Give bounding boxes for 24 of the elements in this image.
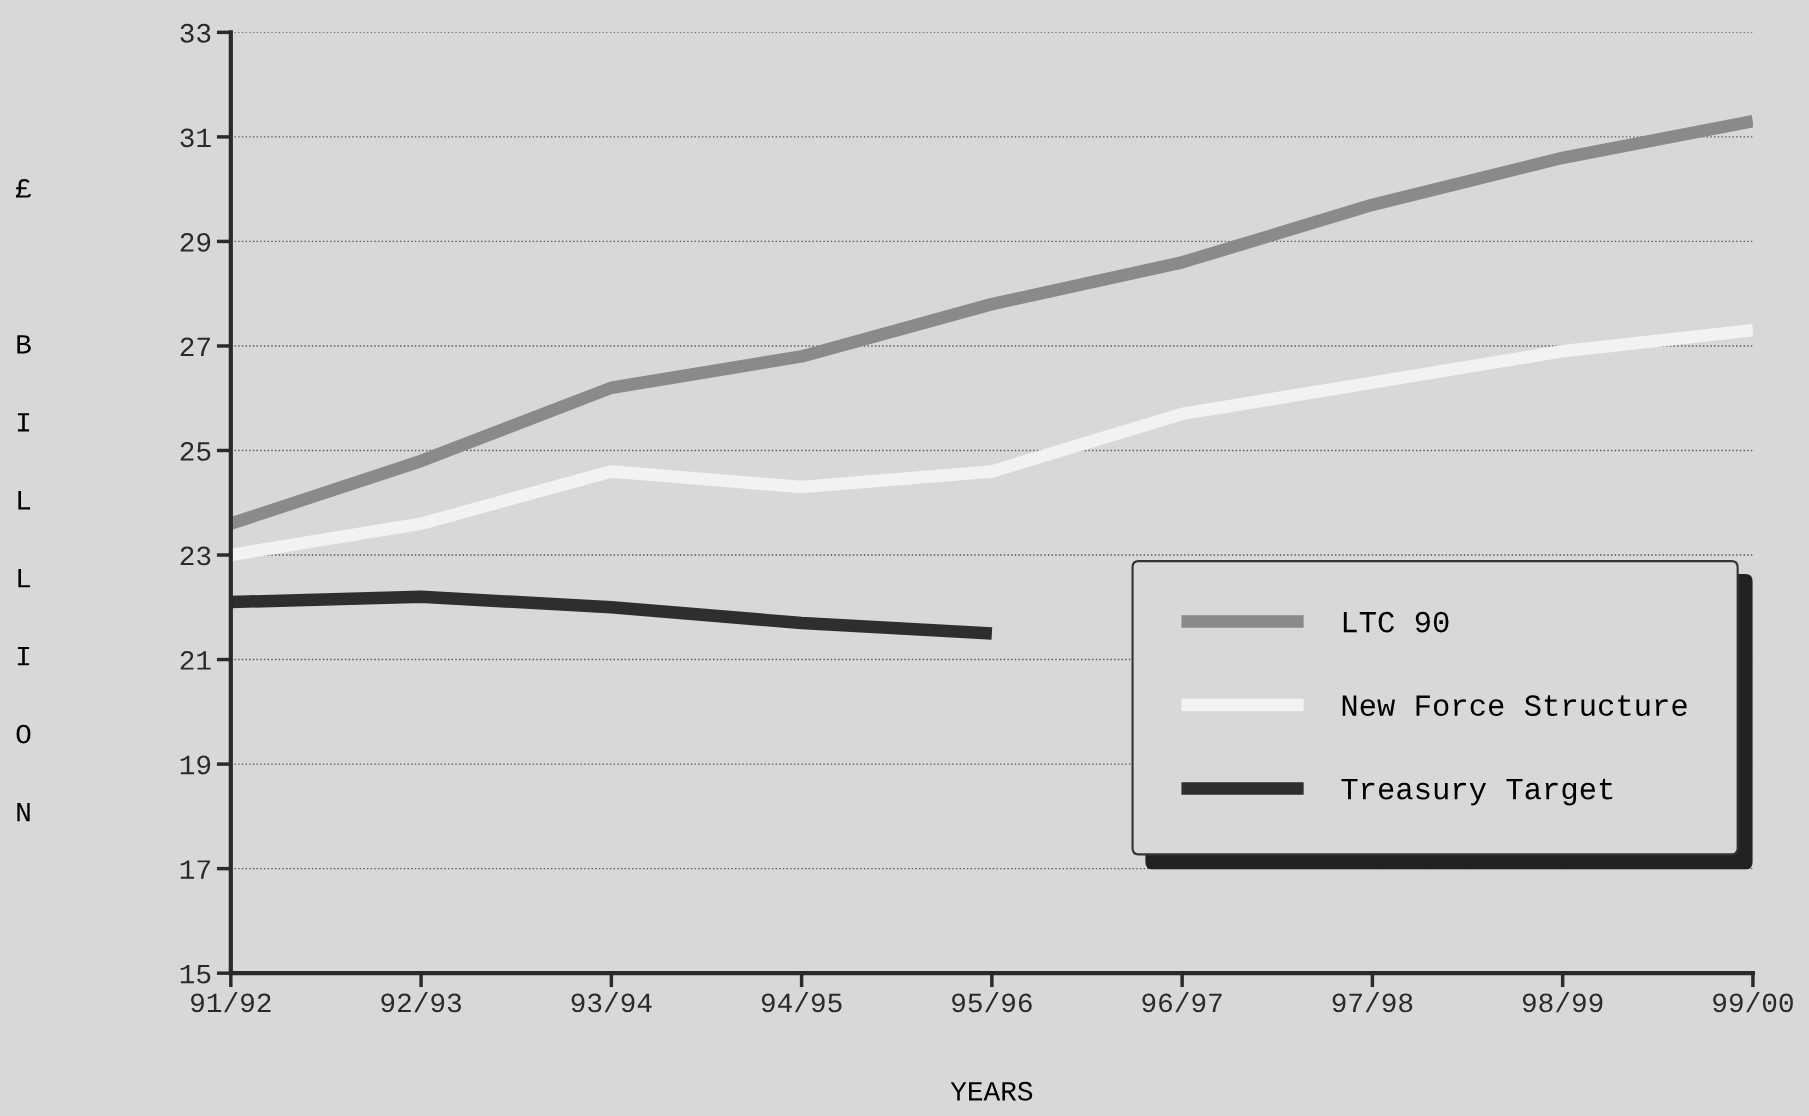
x-tick-label: 97/98 (1332, 991, 1413, 1013)
y-tick-label: 27 (180, 337, 210, 357)
y-tick-label: 33 (180, 23, 211, 43)
x-tick-label: 96/97 (1142, 991, 1222, 1013)
legend-label: New Force Structure (1342, 695, 1687, 716)
y-tick-label: 31 (180, 128, 211, 148)
y-tick-label: 15 (180, 964, 211, 984)
y-tick-label: 17 (180, 860, 210, 879)
x-tick-label: 93/94 (571, 991, 652, 1013)
x-tick-label: 95/96 (952, 991, 1032, 1013)
y-tick-label: 21 (180, 651, 211, 670)
legend-label: Treasury Target (1341, 778, 1613, 806)
y-tick-label: 29 (180, 232, 211, 252)
x-tick-label: 94/95 (761, 991, 842, 1013)
y-tick-label: 23 (180, 546, 211, 566)
x-axis-title: YEARS (950, 1081, 1033, 1101)
x-tick-label: 92/93 (381, 991, 461, 1013)
text: £ BILLION (15, 178, 32, 822)
y-tick-label: 19 (180, 755, 211, 775)
x-tick-label: 98/99 (1522, 991, 1603, 1013)
y-tick-label: 25 (180, 441, 211, 461)
x-tick-label: 99/00 (1713, 991, 1793, 1013)
x-tick-label: 91/92 (191, 991, 271, 1013)
legend-label: LTC 90 (1343, 611, 1449, 633)
